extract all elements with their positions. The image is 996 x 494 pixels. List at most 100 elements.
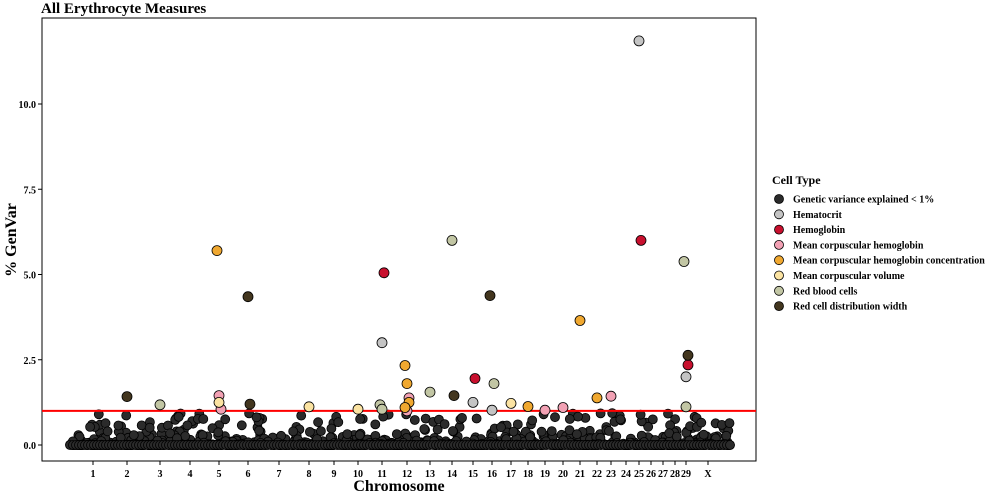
y-tick-label: 7.5 [24, 185, 37, 196]
data-point [173, 411, 184, 422]
highlight-point [244, 398, 256, 410]
x-tick-label: 18 [523, 469, 533, 480]
data-point [165, 428, 176, 439]
x-tick-label: 29 [681, 469, 691, 480]
data-point [432, 424, 443, 435]
data-point [391, 429, 402, 440]
x-tick-label: 8 [307, 469, 312, 480]
x-tick-label: 16 [487, 469, 497, 480]
highlight-point [574, 315, 586, 326]
y-tick-label: 2.5 [24, 356, 37, 367]
highlight-point [448, 390, 460, 402]
highlight-point [399, 402, 411, 413]
legend-label: Mean corpuscular hemoglobin [793, 240, 924, 251]
data-point [121, 410, 132, 421]
x-tick-label: 13 [425, 469, 435, 480]
data-point [721, 430, 732, 441]
highlight-point [557, 402, 569, 413]
highlight-point [682, 359, 694, 371]
data-point [550, 412, 560, 423]
highlight-point [678, 256, 690, 267]
chart-title: All Erythrocyte Measures [41, 1, 206, 17]
background-points [65, 408, 735, 450]
data-point [254, 425, 265, 436]
x-tick-label: 1 [91, 469, 96, 480]
highlight-point [303, 401, 315, 413]
highlight-point [401, 378, 413, 390]
data-point [288, 426, 299, 437]
highlight-point [376, 403, 388, 415]
highlight-point [539, 404, 551, 416]
x-tick-label: 17 [506, 469, 516, 480]
data-point [546, 426, 557, 437]
x-tick-label: 3 [158, 469, 163, 480]
data-point [136, 420, 147, 431]
data-point [333, 417, 344, 428]
legend-label: Genetic variance explained < 1% [793, 195, 934, 206]
y-tick-label: 5.0 [24, 271, 37, 282]
x-tick-label: 24 [621, 469, 631, 480]
data-point [342, 429, 353, 440]
highlight-point [522, 401, 534, 412]
legend-swatch [774, 224, 784, 235]
data-point [536, 426, 547, 437]
highlight-point [242, 291, 254, 303]
x-tick-label: 20 [558, 469, 568, 480]
x-tick-label: 11 [377, 469, 386, 480]
highlight-point [211, 245, 223, 257]
data-point [354, 430, 365, 441]
data-point [180, 431, 191, 442]
legend-title: Cell Type [772, 173, 821, 187]
highlight-point [121, 391, 133, 403]
x-tick-label: 6 [246, 469, 251, 480]
legend-swatch [774, 285, 784, 296]
data-point [508, 426, 519, 437]
legend-swatch [774, 209, 784, 220]
data-point [113, 420, 124, 431]
x-tick-label: 15 [468, 469, 478, 480]
data-point [182, 420, 193, 431]
data-point [573, 411, 583, 422]
data-point [471, 413, 482, 424]
data-point [93, 409, 104, 420]
data-point [236, 420, 247, 431]
data-point [100, 418, 111, 429]
x-tick-label: 27 [658, 469, 668, 480]
plot-area [41, 17, 757, 462]
highlight-point [633, 35, 645, 47]
legend-label: Red cell distribution width [793, 302, 908, 313]
data-point [409, 415, 420, 425]
x-tick-label: 19 [540, 469, 550, 480]
highlight-point [488, 378, 500, 390]
x-axis-label: Chromosome [353, 478, 444, 494]
highlight-point [635, 234, 647, 246]
data-point [419, 424, 430, 434]
data-point [496, 422, 506, 433]
data-point [447, 426, 458, 436]
x-tick-label: 2 [125, 469, 130, 480]
x-tick-label: 12 [402, 469, 412, 480]
highlight-point [469, 373, 481, 384]
highlight-point [682, 349, 694, 361]
data-point [198, 414, 209, 424]
x-tick-label: 28 [670, 469, 680, 480]
x-axis: 1 2 3 4 5 6 7 8 9 10 11 12 13 14 15 16 17 18 19 20 21 22 23 24 2… [91, 461, 712, 480]
data-point [213, 427, 224, 438]
x-tick-label: 14 [447, 469, 457, 480]
x-tick-label: 5 [217, 469, 222, 480]
highlight-point [486, 404, 498, 416]
legend-swatch [774, 270, 784, 281]
legend-label: Red blood cells [793, 286, 858, 297]
highlight-point [378, 267, 390, 279]
data-point [439, 419, 450, 430]
x-tick-label: 25 [634, 469, 644, 480]
highlight-point [591, 392, 603, 404]
data-point [643, 421, 654, 432]
legend-swatch [774, 255, 784, 266]
y-tick-label: 0.0 [24, 441, 37, 452]
highlight-point [399, 360, 411, 371]
x-tick-label: 4 [188, 469, 193, 480]
x-tick-label: 9 [332, 469, 337, 480]
data-point [304, 426, 315, 437]
